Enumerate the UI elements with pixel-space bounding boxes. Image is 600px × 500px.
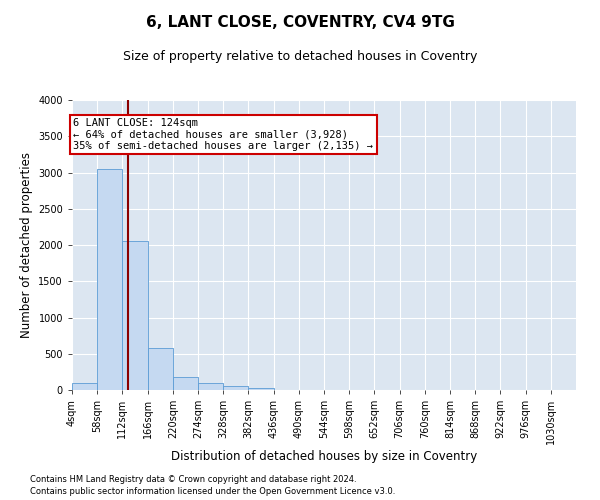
Text: Size of property relative to detached houses in Coventry: Size of property relative to detached ho… bbox=[123, 50, 477, 63]
Bar bbox=[173, 378, 198, 390]
Text: 6 LANT CLOSE: 124sqm
← 64% of detached houses are smaller (3,928)
35% of semi-de: 6 LANT CLOSE: 124sqm ← 64% of detached h… bbox=[73, 118, 373, 152]
Bar bbox=[72, 383, 97, 390]
Text: 6, LANT CLOSE, COVENTRY, CV4 9TG: 6, LANT CLOSE, COVENTRY, CV4 9TG bbox=[146, 15, 454, 30]
Bar bbox=[248, 388, 274, 390]
Bar bbox=[97, 169, 122, 390]
Bar bbox=[122, 242, 148, 390]
Bar bbox=[148, 348, 173, 390]
Text: Contains public sector information licensed under the Open Government Licence v3: Contains public sector information licen… bbox=[30, 488, 395, 496]
X-axis label: Distribution of detached houses by size in Coventry: Distribution of detached houses by size … bbox=[171, 450, 477, 463]
Bar bbox=[198, 383, 223, 390]
Y-axis label: Number of detached properties: Number of detached properties bbox=[20, 152, 32, 338]
Bar bbox=[223, 386, 248, 390]
Text: Contains HM Land Registry data © Crown copyright and database right 2024.: Contains HM Land Registry data © Crown c… bbox=[30, 475, 356, 484]
